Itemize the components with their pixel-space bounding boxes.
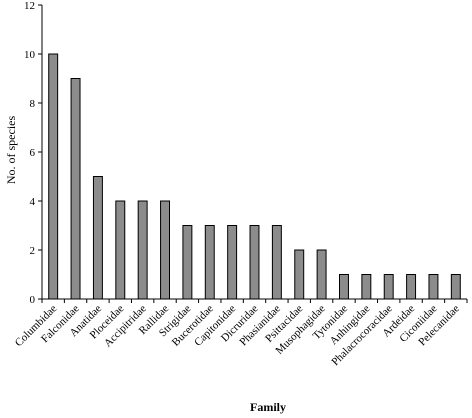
bar-dicruridae <box>249 225 260 300</box>
y-tick-label: 6 <box>30 147 36 159</box>
bar-bucerotidae <box>204 225 215 300</box>
bar-anatidae <box>92 176 103 300</box>
bar-capitonidae <box>227 225 238 300</box>
bar-musophagidae <box>316 249 327 300</box>
bar-psittacidae <box>294 249 305 300</box>
bar-columbidae <box>48 53 59 300</box>
y-tick-label: 0 <box>30 294 36 306</box>
bar-tytonidae <box>339 274 349 300</box>
bar-rallidae <box>160 200 170 300</box>
y-axis-title: No. of species <box>4 116 18 185</box>
y-tick-label: 8 <box>30 98 36 110</box>
bar-ciconiidae <box>428 274 439 300</box>
bar-pelecanidae <box>450 274 461 300</box>
bar-falconidae <box>70 78 81 300</box>
bar-strigidae <box>182 225 193 300</box>
y-tick-label: 12 <box>24 0 35 12</box>
y-tick-label: 2 <box>30 245 36 257</box>
bar-anhingidae <box>361 274 372 300</box>
x-axis-title: Family <box>250 400 286 414</box>
bar-phalacrocoracidae <box>383 274 394 300</box>
y-axis: 0 2 4 6 8 10 12 <box>24 0 43 306</box>
bar-ploceidae <box>115 200 126 300</box>
bar-accipitridae <box>137 200 148 300</box>
bar-phasianidae <box>271 225 282 300</box>
x-axis: ColumbidaeFalconidaeAnatidaePloceidaeAcc… <box>13 298 468 368</box>
bars-group <box>48 53 461 300</box>
y-tick-label: 4 <box>30 196 36 208</box>
y-tick-label: 10 <box>24 49 36 61</box>
bar-ardeidae <box>406 274 417 300</box>
